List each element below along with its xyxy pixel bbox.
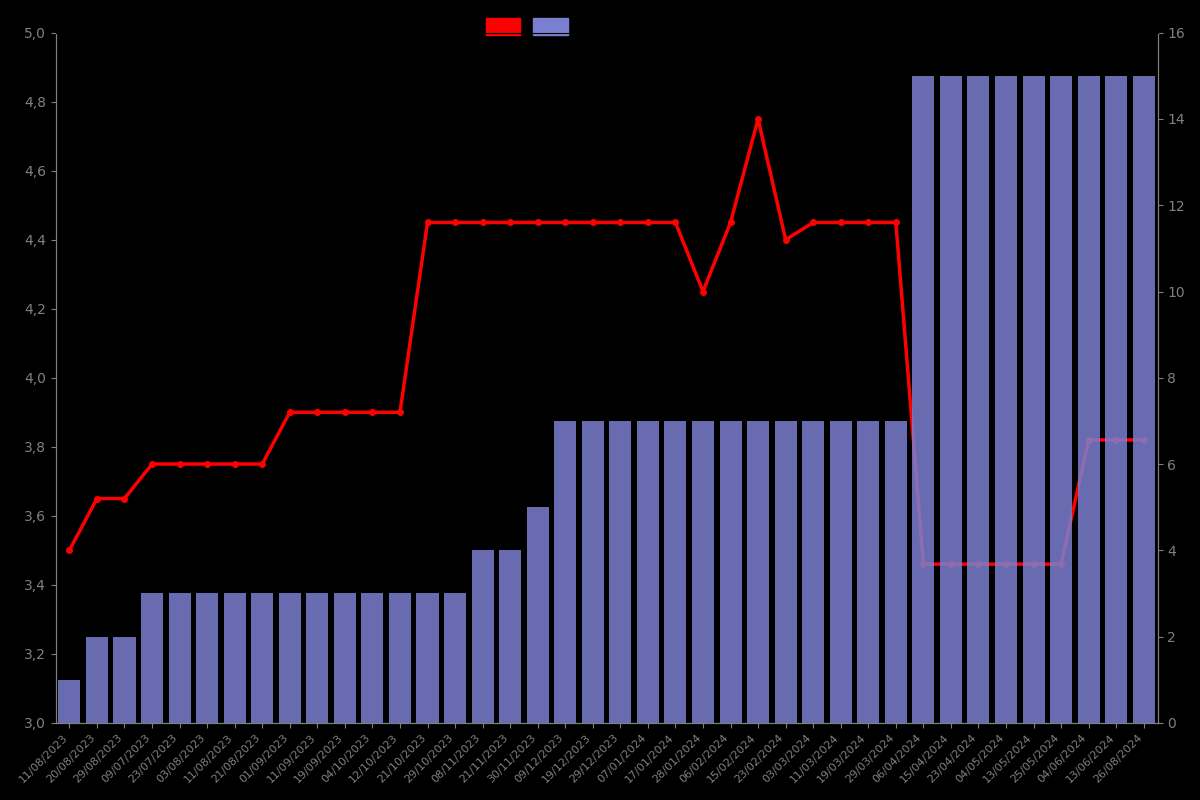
Bar: [278, 594, 301, 723]
Bar: [1133, 76, 1154, 723]
Bar: [168, 594, 191, 723]
Legend: , : ,: [480, 12, 578, 40]
Bar: [912, 76, 935, 723]
Bar: [829, 421, 852, 723]
Bar: [748, 421, 769, 723]
Bar: [1050, 76, 1072, 723]
Bar: [389, 594, 410, 723]
Bar: [416, 594, 438, 723]
Bar: [499, 550, 521, 723]
Bar: [554, 421, 576, 723]
Bar: [692, 421, 714, 723]
Bar: [940, 76, 962, 723]
Bar: [86, 637, 108, 723]
Bar: [665, 421, 686, 723]
Bar: [223, 594, 246, 723]
Bar: [472, 550, 493, 723]
Bar: [444, 594, 466, 723]
Bar: [610, 421, 631, 723]
Bar: [802, 421, 824, 723]
Bar: [1105, 76, 1127, 723]
Bar: [59, 680, 80, 723]
Bar: [720, 421, 742, 723]
Bar: [251, 594, 274, 723]
Bar: [361, 594, 384, 723]
Bar: [582, 421, 604, 723]
Bar: [1078, 76, 1099, 723]
Bar: [306, 594, 329, 723]
Bar: [142, 594, 163, 723]
Bar: [527, 507, 548, 723]
Bar: [857, 421, 880, 723]
Bar: [196, 594, 218, 723]
Bar: [967, 76, 990, 723]
Bar: [334, 594, 356, 723]
Bar: [884, 421, 907, 723]
Bar: [995, 76, 1018, 723]
Bar: [114, 637, 136, 723]
Bar: [1022, 76, 1044, 723]
Bar: [775, 421, 797, 723]
Bar: [637, 421, 659, 723]
